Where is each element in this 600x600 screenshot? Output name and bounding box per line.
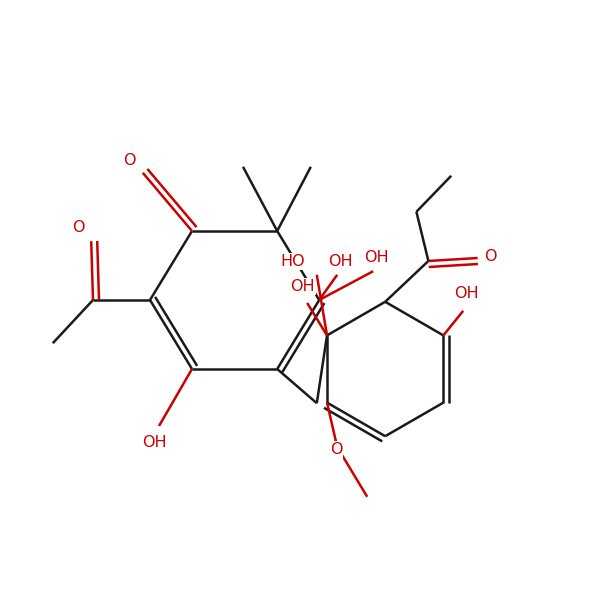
Text: O: O	[485, 250, 497, 264]
Text: O: O	[330, 443, 342, 457]
Text: OH: OH	[328, 254, 353, 269]
Text: O: O	[72, 220, 84, 235]
Text: HO: HO	[280, 254, 305, 269]
Text: O: O	[124, 153, 136, 168]
Text: OH: OH	[454, 286, 479, 301]
Text: OH: OH	[142, 436, 167, 450]
Text: OH: OH	[364, 251, 389, 265]
Text: OH: OH	[290, 278, 315, 293]
